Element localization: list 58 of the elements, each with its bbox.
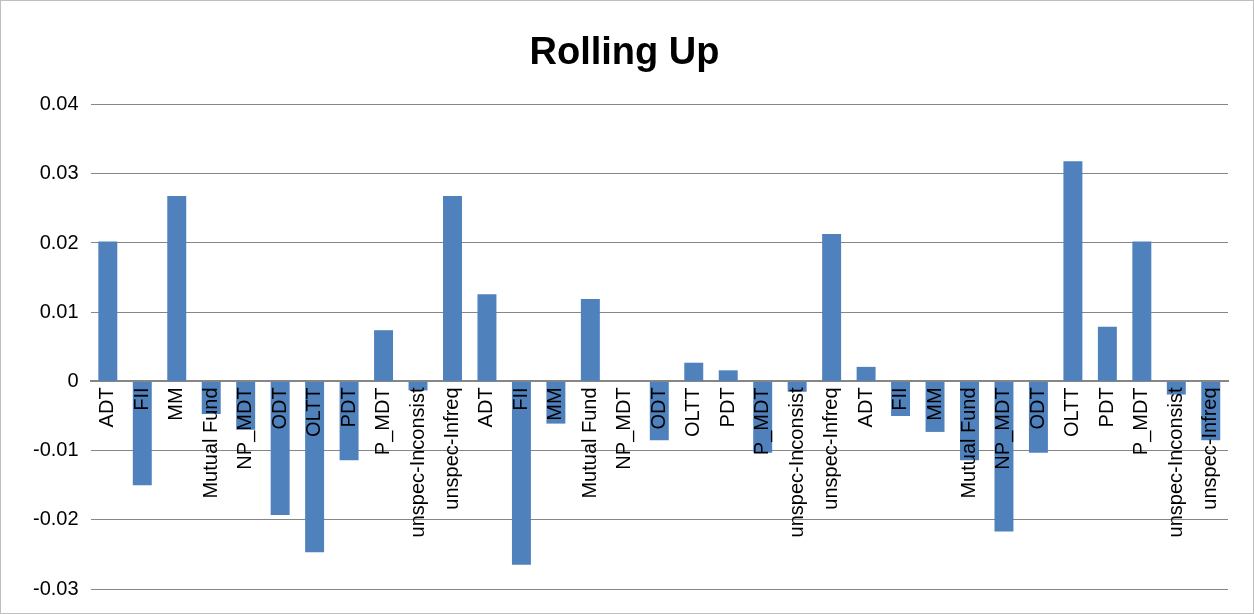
x-tick-label: ADT [853, 387, 876, 428]
x-tick-label: PDT [1094, 387, 1117, 428]
x-tick-label: FII [129, 387, 152, 411]
bar [374, 330, 394, 381]
x-tick-label: P_MDT [371, 387, 395, 456]
x-tick-label: ODT [267, 387, 290, 430]
bar [167, 195, 187, 381]
x-tick-label: ADT [95, 387, 118, 428]
y-tick-label: 0.03 [39, 161, 79, 184]
x-tick-label: Mutual Fund [577, 387, 600, 499]
y-tick-label: 0.04 [39, 92, 79, 115]
y-tick-label: -0.03 [32, 576, 79, 599]
x-tick-label: P_MDT [1129, 387, 1153, 456]
bar [477, 294, 497, 381]
x-tick-label: NP_MDT [991, 387, 1015, 470]
bar [1132, 241, 1152, 381]
x-tick-label: NP_MDT [612, 387, 636, 470]
y-tick-label: 0.01 [39, 299, 79, 322]
bar [580, 299, 600, 381]
x-tick-label: MM [922, 387, 945, 421]
chart-title: Rolling Up [529, 30, 720, 73]
bar [305, 381, 325, 553]
x-tick-label: Mutual Fund [957, 387, 980, 499]
bar [1063, 161, 1083, 381]
bar [1097, 326, 1117, 381]
x-tick-label: OLTT [681, 387, 704, 438]
x-tick-label: ADT [474, 387, 497, 428]
x-tick-label: ODT [646, 387, 669, 430]
bar [132, 381, 152, 486]
bar [822, 234, 842, 381]
x-tick-label: unspec-Inconsist [405, 386, 428, 538]
x-tick-label: MM [543, 387, 566, 421]
y-tick-label: -0.01 [32, 438, 79, 461]
x-tick-label: Mutual Fund [198, 387, 221, 499]
x-tick-label: OLTT [302, 387, 325, 438]
x-tick-label: PDT [715, 387, 738, 428]
y-tick-label: 0 [67, 368, 79, 391]
x-tick-label: unspec-Inconsist [784, 386, 807, 538]
bar [443, 195, 462, 381]
x-tick-label: MM [164, 387, 187, 421]
bar [718, 370, 738, 381]
x-tick-label: NP_MDT [233, 387, 257, 470]
x-tick-label: PDT [336, 387, 359, 428]
y-tick-label: 0.02 [39, 230, 79, 253]
bar [511, 381, 531, 565]
x-tick-label: OLTT [1060, 387, 1083, 438]
x-tick-label: FII [508, 387, 531, 411]
x-tick-label: FII [888, 387, 911, 411]
bar [856, 366, 876, 381]
x-tick-label: ODT [1025, 387, 1048, 430]
x-tick-label: P_MDT [750, 387, 774, 456]
y-tick-label: -0.02 [32, 507, 79, 530]
x-tick-label: unspec-Infreq [1198, 387, 1221, 510]
bar [98, 241, 118, 381]
x-tick-label: unspec-Infreq [440, 387, 463, 510]
x-tick-label: unspec-Inconsist [1163, 386, 1186, 538]
bar [684, 362, 704, 381]
x-tick-label: unspec-Infreq [819, 387, 842, 510]
